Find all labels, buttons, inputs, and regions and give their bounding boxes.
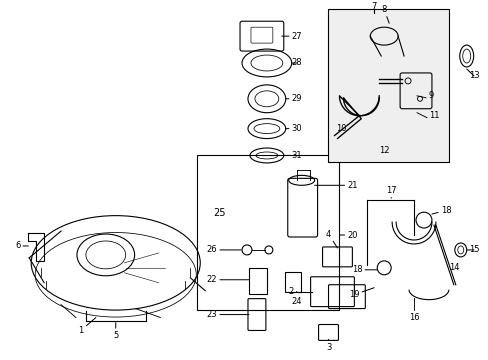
Text: 15: 15 [466,246,478,255]
Bar [327,9,448,162]
Text: 17: 17 [385,186,396,198]
Text: 5: 5 [113,323,118,340]
Text: 21: 21 [314,181,357,190]
Text: 26: 26 [206,246,241,255]
Text: 7: 7 [371,2,376,11]
Text: 16: 16 [408,313,419,322]
Bar [197,156,339,310]
Bar [284,272,300,292]
Text: 1: 1 [78,318,96,335]
Text: 13: 13 [466,69,478,80]
Text: 9: 9 [428,91,433,100]
Text: 18: 18 [351,265,376,274]
Text: 3: 3 [325,339,330,352]
Text: 10: 10 [336,124,346,133]
Text: 18: 18 [431,206,450,215]
Text: 8: 8 [381,5,388,23]
Text: 28: 28 [291,58,302,67]
Text: 31: 31 [283,151,302,160]
Text: 19: 19 [348,288,373,299]
Text: 4: 4 [325,230,337,248]
Text: 2: 2 [288,287,296,296]
Text: 6: 6 [15,242,28,251]
Text: 25: 25 [212,208,225,218]
Text: 11: 11 [428,111,439,120]
Bar [248,268,266,294]
Text: 20: 20 [339,230,357,239]
Text: 23: 23 [206,310,248,319]
Text: 27: 27 [281,32,302,41]
Text: 14: 14 [448,263,458,272]
Text: 12: 12 [378,146,388,155]
Text: 29: 29 [285,94,302,103]
Text: 24: 24 [291,297,301,306]
Text: 30: 30 [285,124,302,133]
Text: 22: 22 [206,275,248,284]
